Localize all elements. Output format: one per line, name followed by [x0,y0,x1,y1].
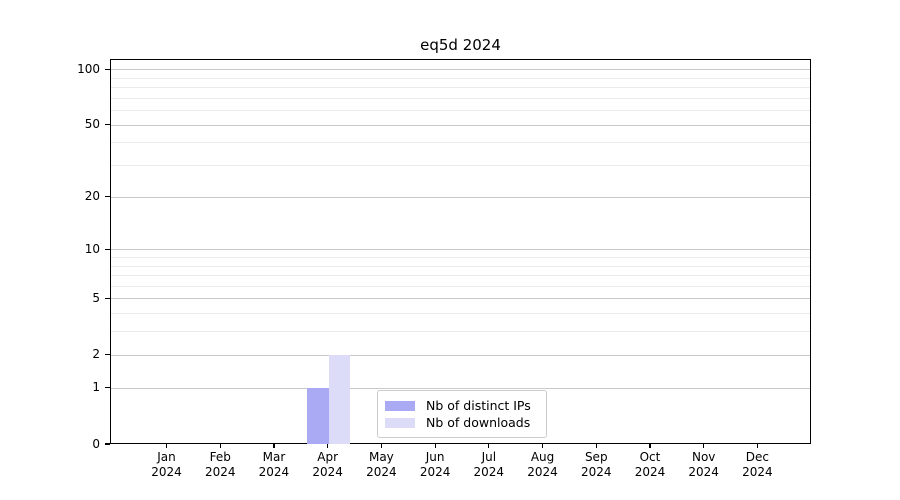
gridline-minor [111,331,810,333]
x-tick-year: 2024 [258,465,290,479]
x-tick-year: 2024 [473,465,505,479]
plot-area: Nb of distinct IPs Nb of downloads [110,59,811,444]
gridline-minor [111,275,810,277]
y-tick-label: 0 [92,436,100,451]
gridline-minor [111,257,810,258]
x-tick-month: Oct [639,450,661,464]
gridline-major [111,298,810,300]
gridline-minor [111,142,810,144]
y-tick-label: 20 [84,189,100,204]
gridline-major [111,387,810,389]
x-tick-mark [327,444,329,448]
x-tick-year: 2024 [634,465,666,479]
x-tick-label: Dec 2024 [725,450,789,480]
x-tick-month: Apr [317,450,339,464]
gridline-minor [111,265,810,267]
y-tick-label: 5 [92,290,100,305]
legend-label: Nb of distinct IPs [426,397,531,413]
x-tick-mark [380,444,382,448]
x-tick-year: 2024 [204,465,236,479]
legend-item: Nb of distinct IPs [385,397,546,414]
y-tick-mark [105,124,110,126]
x-tick-label: Mar 2024 [242,450,306,480]
x-tick-mark [273,444,275,448]
x-tick-month: Jul [481,450,497,464]
y-tick-label: 2 [92,347,100,362]
x-tick-label: Oct 2024 [618,450,682,480]
x-tick-year: 2024 [580,465,612,479]
x-tick-mark [165,444,168,448]
x-tick-label: May 2024 [349,450,413,480]
x-tick-month: Jun [425,450,445,464]
x-tick-mark [703,444,705,448]
gridline-major [111,196,810,198]
x-tick-label: Jul 2024 [457,450,521,480]
chart-title: eq5d 2024 [420,36,501,54]
gridline-major [111,354,810,356]
y-tick-mark [105,443,110,445]
bar-nb-of-distinct-ips [307,387,329,444]
x-tick-month: Dec [745,450,770,464]
legend-swatch-icon [385,400,415,411]
y-tick-mark [105,248,110,250]
x-tick-mark [756,444,758,448]
y-tick-mark [105,196,110,198]
x-tick-mark [434,444,436,448]
gridline-minor [111,285,810,287]
gridline-minor [111,110,810,112]
y-tick-mark [105,297,110,300]
legend-item: Nb of downloads [385,414,546,431]
x-tick-month: May [368,450,394,464]
gridline-minor [111,165,810,167]
x-tick-month: Sep [584,450,608,464]
bar-nb-of-downloads [328,354,351,444]
x-tick-label: Jan 2024 [135,450,199,480]
x-tick-label: Nov 2024 [672,450,736,480]
legend: Nb of distinct IPs Nb of downloads [377,390,547,438]
y-tick-label: 10 [84,241,100,256]
x-tick-year: 2024 [312,465,343,479]
x-tick-year: 2024 [688,465,719,479]
x-tick-label: Aug 2024 [511,450,575,480]
x-tick-mark [595,444,597,448]
legend-label: Nb of downloads [426,414,531,430]
gridline-minor [111,313,810,315]
x-tick-month: Mar [262,450,286,464]
x-tick-label: Apr 2024 [296,450,360,480]
x-tick-year: 2024 [366,465,397,479]
x-tick-mark [649,444,651,448]
x-tick-month: Jan [157,450,176,464]
x-tick-year: 2024 [151,465,182,479]
x-tick-year: 2024 [419,465,451,479]
gridline-minor [111,77,810,79]
legend-swatch-icon [385,417,415,428]
x-tick-month: Feb [209,450,231,464]
y-tick-mark [105,68,110,70]
x-tick-label: Jun 2024 [403,450,467,480]
x-tick-month: Aug [530,450,555,464]
y-tick-label: 1 [92,380,100,395]
gridline-minor [111,87,810,89]
x-tick-year: 2024 [742,465,773,479]
y-tick-label: 50 [84,117,100,132]
y-tick-mark [105,354,110,356]
x-tick-mark [219,444,221,448]
x-tick-mark [541,444,544,448]
y-tick-label: 100 [77,61,100,76]
x-tick-label: Feb 2024 [188,450,252,480]
gridline-minor [111,97,810,99]
x-tick-mark [488,444,490,448]
x-tick-label: Sep 2024 [564,450,628,480]
gridline-major [111,69,810,71]
gridline-major [111,249,810,251]
y-tick-mark [105,387,110,389]
x-tick-month: Nov [691,450,716,464]
x-tick-year: 2024 [527,465,558,479]
gridline-major [111,124,810,126]
